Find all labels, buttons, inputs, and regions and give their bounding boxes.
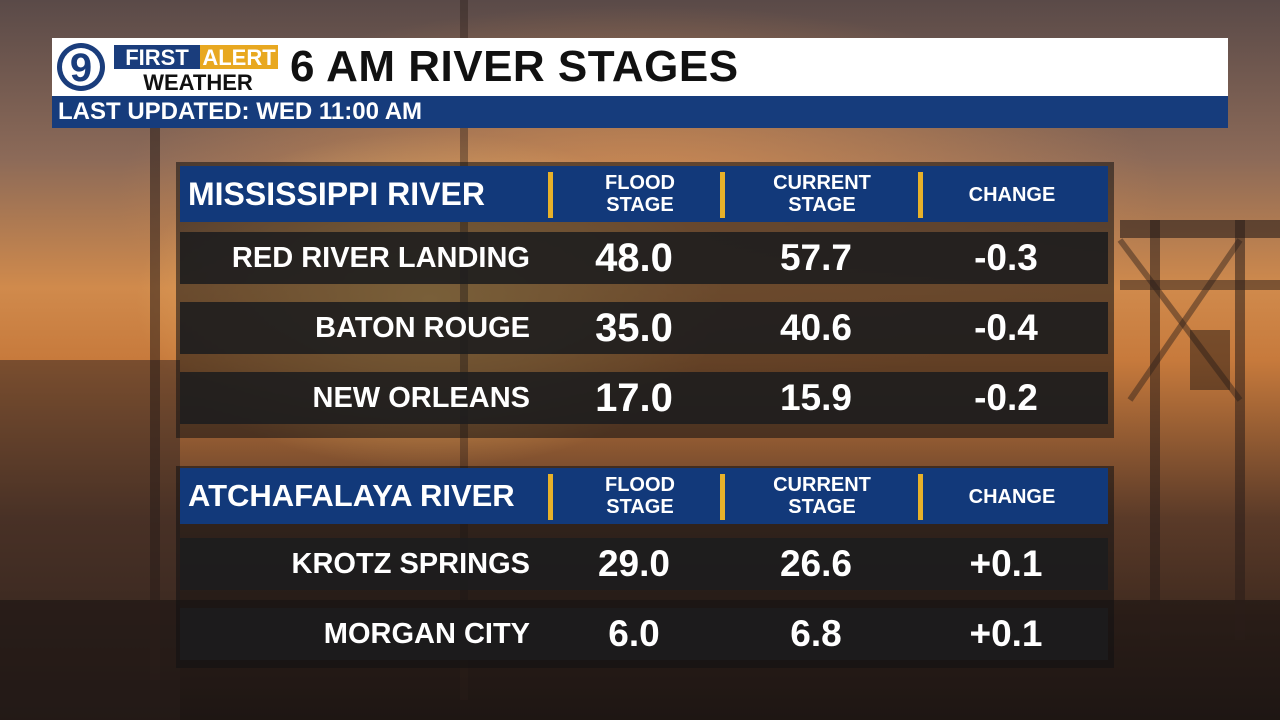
logo-alert-text: ALERT — [202, 45, 276, 70]
mississippi-river-panel: MISSISSIPPI RIVER FLOOD STAGE CURRENT ST… — [176, 162, 1114, 438]
flood-stage-value: 35.0 — [595, 306, 673, 350]
page-title: 6 AM RIVER STAGES — [290, 42, 739, 91]
column-divider — [918, 172, 923, 218]
flood-stage-value: 17.0 — [595, 376, 673, 420]
column-divider — [548, 474, 553, 520]
flood-stage-value: 29.0 — [597, 543, 670, 584]
logo-weather-text: WEATHER — [143, 70, 253, 93]
change-value: -0.4 — [974, 307, 1038, 348]
table-row: NEW ORLEANS 17.0 15.9 -0.2 — [180, 372, 1108, 424]
section-header: MISSISSIPPI RIVER FLOOD STAGE CURRENT ST… — [180, 166, 1108, 222]
column-divider — [720, 474, 725, 520]
flood-header-line1: FLOOD — [605, 172, 675, 194]
flood-header-line2: STAGE — [606, 496, 674, 518]
flood-stage-header: FLOOD STAGE — [560, 474, 720, 520]
current-stage-value: 26.6 — [779, 543, 852, 584]
current-stage-header: CURRENT STAGE — [742, 474, 902, 520]
column-divider — [548, 172, 553, 218]
section-header: ATCHAFALAYA RIVER FLOOD STAGE CURRENT ST… — [180, 468, 1108, 524]
table-row: KROTZ SPRINGS 29.0 26.6 +0.1 — [180, 538, 1108, 590]
change-value: -0.3 — [974, 237, 1038, 278]
change-value: +0.1 — [969, 543, 1043, 584]
current-header-line2: STAGE — [788, 194, 856, 216]
flood-stage-header: FLOOD STAGE — [560, 172, 720, 218]
table-row: RED RIVER LANDING 48.0 57.7 -0.3 — [180, 232, 1108, 284]
current-stage-value: 57.7 — [779, 237, 852, 278]
flood-stage-value: 6.0 — [608, 613, 660, 654]
column-divider — [918, 474, 923, 520]
last-updated-bar: LAST UPDATED: WED 11:00 AM — [52, 96, 1228, 128]
station-name: RED RIVER LANDING — [231, 242, 530, 274]
table-row: MORGAN CITY 6.0 6.8 +0.1 — [180, 608, 1108, 660]
flood-header-line2: STAGE — [606, 194, 674, 216]
current-stage-value: 40.6 — [779, 307, 852, 348]
channel-number: 9 — [70, 46, 92, 90]
change-value: -0.2 — [974, 377, 1038, 418]
change-header: CHANGE — [968, 486, 1056, 508]
station-name: KROTZ SPRINGS — [291, 548, 530, 580]
river-name: MISSISSIPPI RIVER — [188, 176, 485, 212]
flood-header-line1: FLOOD — [605, 474, 675, 496]
current-header-line1: CURRENT — [773, 474, 871, 496]
current-stage-value: 15.9 — [779, 377, 852, 418]
current-header-line1: CURRENT — [773, 172, 871, 194]
logo-first-text: FIRST — [125, 45, 189, 70]
station-name: NEW ORLEANS — [312, 382, 531, 414]
first-alert-weather-logo: 9 FIRST ALERT WEATHER — [57, 43, 278, 93]
station-name: BATON ROUGE — [315, 312, 530, 344]
atchafalaya-river-panel: ATCHAFALAYA RIVER FLOOD STAGE CURRENT ST… — [176, 466, 1114, 668]
column-divider — [720, 172, 725, 218]
change-value: +0.1 — [969, 613, 1043, 654]
current-stage-value: 6.8 — [790, 613, 842, 654]
river-name: ATCHAFALAYA RIVER — [188, 478, 515, 513]
station-name: MORGAN CITY — [323, 618, 530, 650]
table-row: BATON ROUGE 35.0 40.6 -0.4 — [180, 302, 1108, 354]
current-header-line2: STAGE — [788, 496, 856, 518]
current-stage-header: CURRENT STAGE — [742, 172, 902, 218]
change-header: CHANGE — [968, 184, 1056, 206]
flood-stage-value: 48.0 — [595, 236, 673, 280]
